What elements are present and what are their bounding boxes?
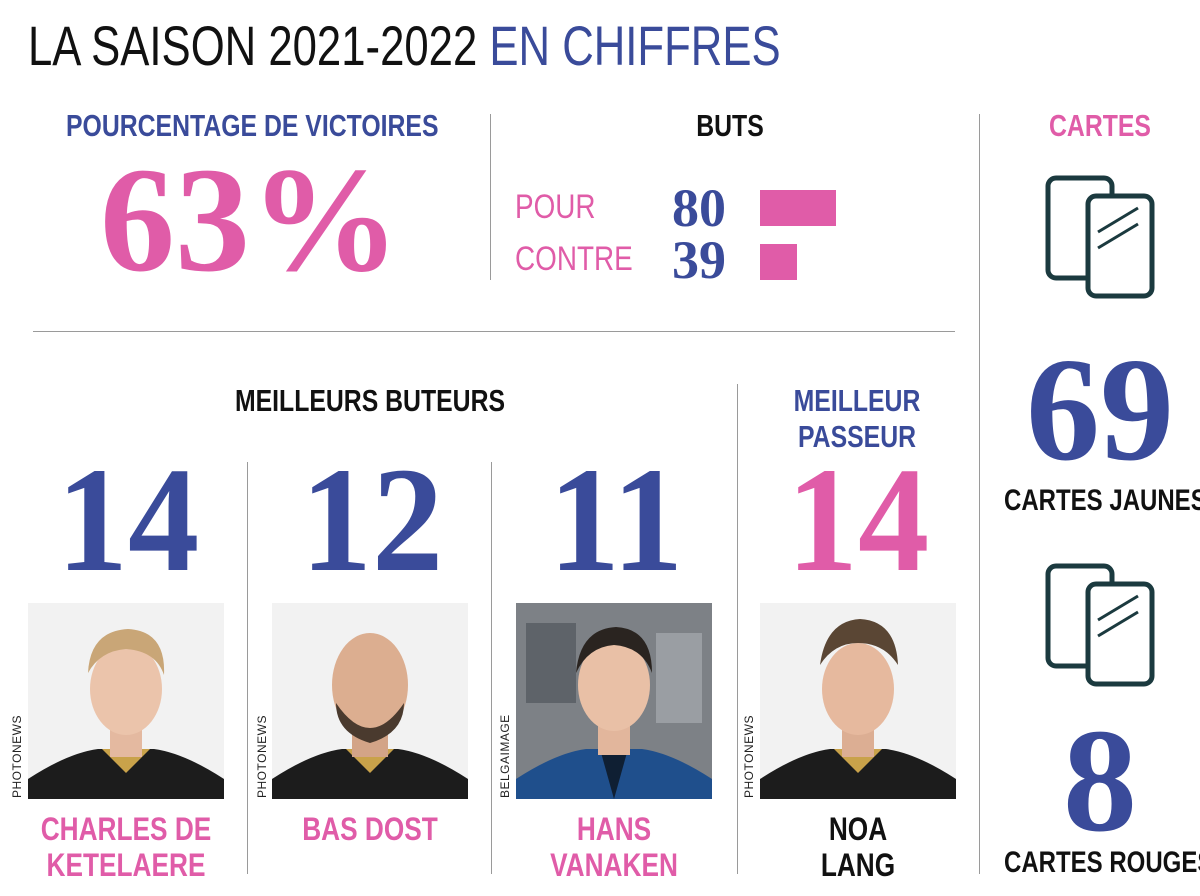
top-assist-label-line2: PASSEUR [797,419,917,454]
goals-for-bar [760,190,836,226]
photo-credit-1: PHOTONEWS [10,715,24,798]
assist-name-line2: LANG [820,847,896,883]
scorer-3-goals: 11 [548,437,684,603]
assist-name-line1: NOA [828,811,888,847]
title-accent: EN CHIFFRES [489,14,781,77]
yellow-cards-value: 69 [1026,328,1174,492]
top-scorers-label: MEILLEURS BUTEURS [234,383,506,418]
photo-credit-4: PHOTONEWS [742,715,756,798]
scorer-3-name-line2: VANAKEN [550,847,678,883]
goals-against-label: CONTRE [515,240,633,278]
scorer-1-name-line2: KETELAERE [46,847,206,883]
player-photo-lang [760,603,956,799]
title-main: LA SAISON 2021-2022 [28,14,478,77]
goals-against-value: 39 [672,230,726,290]
player-photo-dost [272,603,468,799]
divider-scorers-assist [737,384,738,874]
divider-victories-goals [490,114,491,280]
divider-cards-column [979,114,980,874]
goals-for-value: 80 [672,178,726,238]
page-title: LA SAISON 2021-2022 EN CHIFFRES [28,10,781,82]
divider-scorer-2-3 [491,462,492,874]
red-cards-value: 8 [1063,699,1137,863]
red-cards-label: CARTES ROUGES [1004,846,1200,879]
cards-icon-red [1045,563,1155,687]
top-assist-label-line1: MEILLEUR [793,383,921,418]
victories-value: 63% [100,137,400,303]
scorer-2-goals: 12 [300,437,444,603]
assist-value: 14 [786,437,930,603]
scorer-1-goals: 14 [56,437,200,603]
scorer-1-name-line1: CHARLES DE [40,811,212,847]
yellow-cards-label: CARTES JAUNES [1004,484,1200,517]
goals-label: BUTS [696,108,764,143]
divider-scorer-1-2 [247,462,248,874]
player-photo-vanaken [516,603,712,799]
scorer-2-name-line1: BAS DOST [302,811,438,847]
photo-credit-2: PHOTONEWS [255,715,269,798]
cards-label: CARTES [1049,108,1151,143]
player-photo-de-ketelaere [28,603,224,799]
photo-credit-3: BELGAIMAGE [498,714,512,798]
cards-icon [1045,175,1155,299]
victories-label: POURCENTAGE DE VICTOIRES [66,108,439,143]
divider-horizontal [33,331,955,332]
goals-against-bar [760,244,798,280]
goals-for-label: POUR [515,188,596,226]
scorer-3-name-line1: HANS [576,811,652,847]
